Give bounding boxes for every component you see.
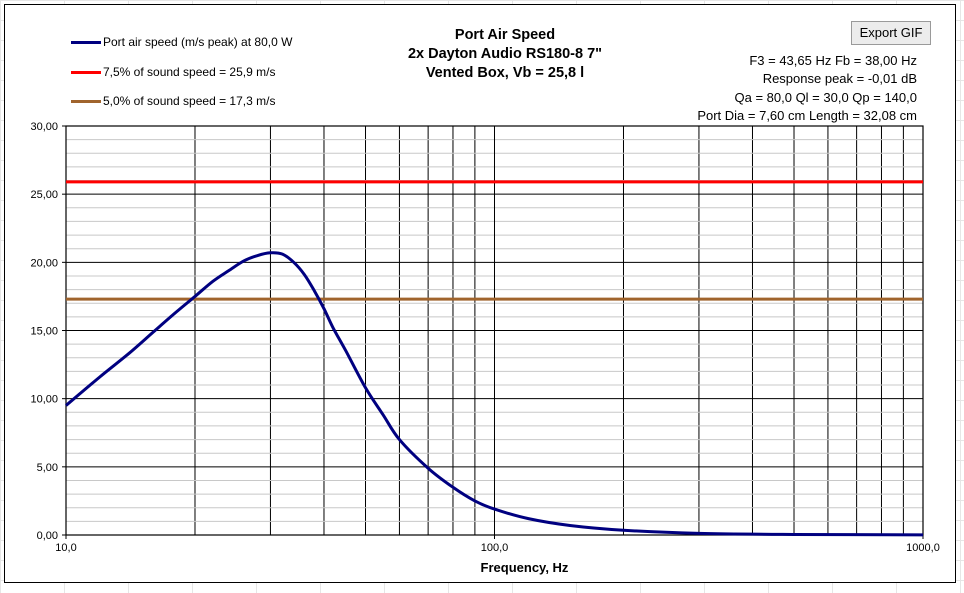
y-tick-label: 0,00: [37, 530, 58, 542]
y-tick-label: 5,00: [37, 462, 58, 474]
info-port-dimensions: Port Dia = 7,60 cm Length = 32,08 cm: [697, 108, 917, 123]
legend-item-port-air-speed: Port air speed (m/s peak) at 80,0 W: [71, 35, 292, 49]
y-tick-label: 15,00: [30, 326, 58, 338]
info-q-values: Qa = 80,0 Ql = 30,0 Qp = 140,0: [734, 90, 918, 105]
x-axis-title: Frequency, Hz: [481, 560, 569, 575]
legend-item-5-percent: 5,0% of sound speed = 17,3 m/s: [71, 94, 275, 108]
chart-title-line-2: 2x Dayton Audio RS180-8 7": [407, 46, 603, 62]
chart-title-line-1: Port Air Speed: [454, 27, 556, 43]
legend-label-7-5-percent: 7,5% of sound speed = 25,9 m/s: [103, 65, 276, 79]
chart-title-line-3: Vented Box, Vb = 25,8 l: [425, 65, 585, 81]
x-tick-label: 10,0: [55, 542, 76, 554]
legend-item-7-5-percent: 7,5% of sound speed = 25,9 m/s: [71, 65, 275, 79]
legend-swatch-port-air-speed: [71, 40, 101, 44]
y-tick-label: 30,00: [30, 121, 58, 133]
export-gif-button[interactable]: Export GIF: [851, 21, 931, 45]
x-tick-label: 100,0: [481, 542, 509, 554]
info-response-peak: Response peak = -0,01 dB: [762, 71, 917, 86]
legend-swatch-7-5-percent: [71, 70, 101, 74]
legend-swatch-5-percent: [71, 99, 101, 103]
legend-label-port-air-speed: Port air speed (m/s peak) at 80,0 W: [103, 35, 293, 49]
y-tick-label: 25,00: [30, 189, 58, 201]
y-tick-label: 20,00: [30, 257, 58, 269]
legend-label-5-percent: 5,0% of sound speed = 17,3 m/s: [103, 94, 276, 108]
x-tick-label: 1000,0: [906, 542, 940, 554]
y-tick-label: 10,00: [30, 394, 58, 406]
info-f3-fb: F3 = 43,65 Hz Fb = 38,00 Hz: [749, 53, 917, 68]
port-air-speed-line: [65, 251, 924, 537]
